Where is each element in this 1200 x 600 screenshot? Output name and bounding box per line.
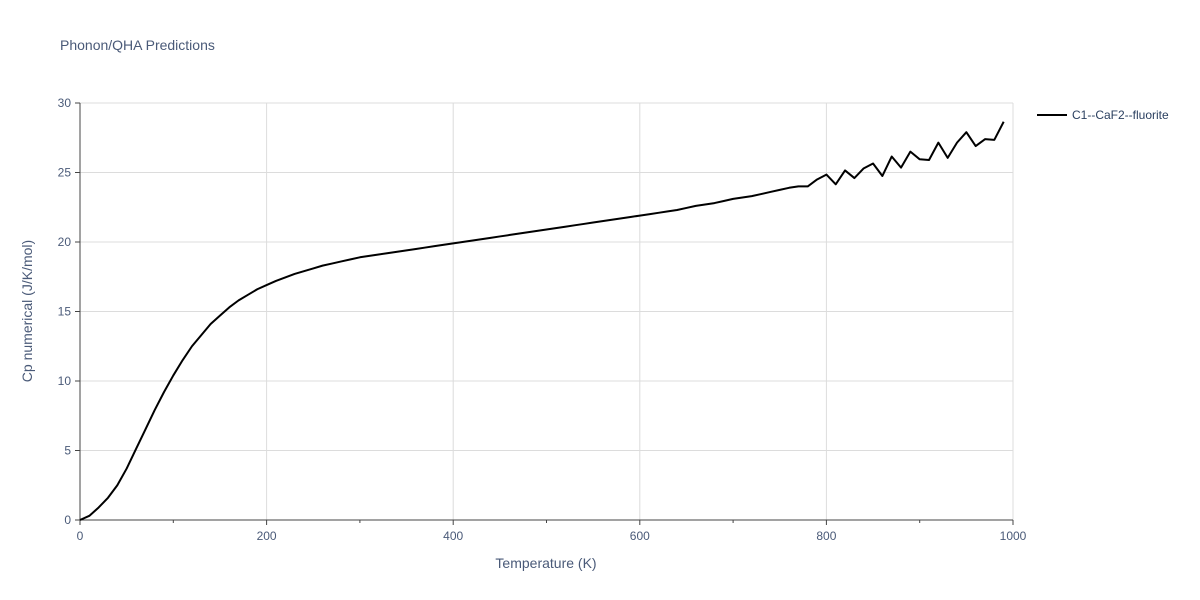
grid [80,102,1014,520]
x-tick-label: 600 [630,529,650,543]
x-axis-ticks: 0 200 400 600 800 1000 [77,520,1027,543]
y-tick-label: 25 [58,166,72,180]
x-tick-label: 1000 [1000,529,1027,543]
y-tick-label: 5 [64,444,71,458]
y-tick-label: 0 [64,513,71,527]
x-tick-label: 0 [77,529,84,543]
x-tick-label: 400 [443,529,463,543]
y-tick-label: 30 [58,96,72,110]
y-axis-ticks: 0 5 10 15 20 25 30 [58,96,80,527]
x-tick-label: 200 [257,529,277,543]
x-axis-title: Temperature (K) [495,555,596,571]
series-lines [79,121,1005,521]
chart-title: Phonon/QHA Predictions [60,37,215,53]
legend-entry-label[interactable]: C1--CaF2--fluorite [1072,108,1169,122]
legend[interactable]: C1--CaF2--fluorite [1037,108,1169,122]
y-tick-label: 20 [58,235,72,249]
y-tick-label: 15 [58,305,72,319]
y-tick-label: 10 [58,374,72,388]
y-axis-title: Cp numerical (J/K/mol) [19,240,35,382]
x-tick-label: 800 [816,529,836,543]
series-line [79,121,1005,521]
